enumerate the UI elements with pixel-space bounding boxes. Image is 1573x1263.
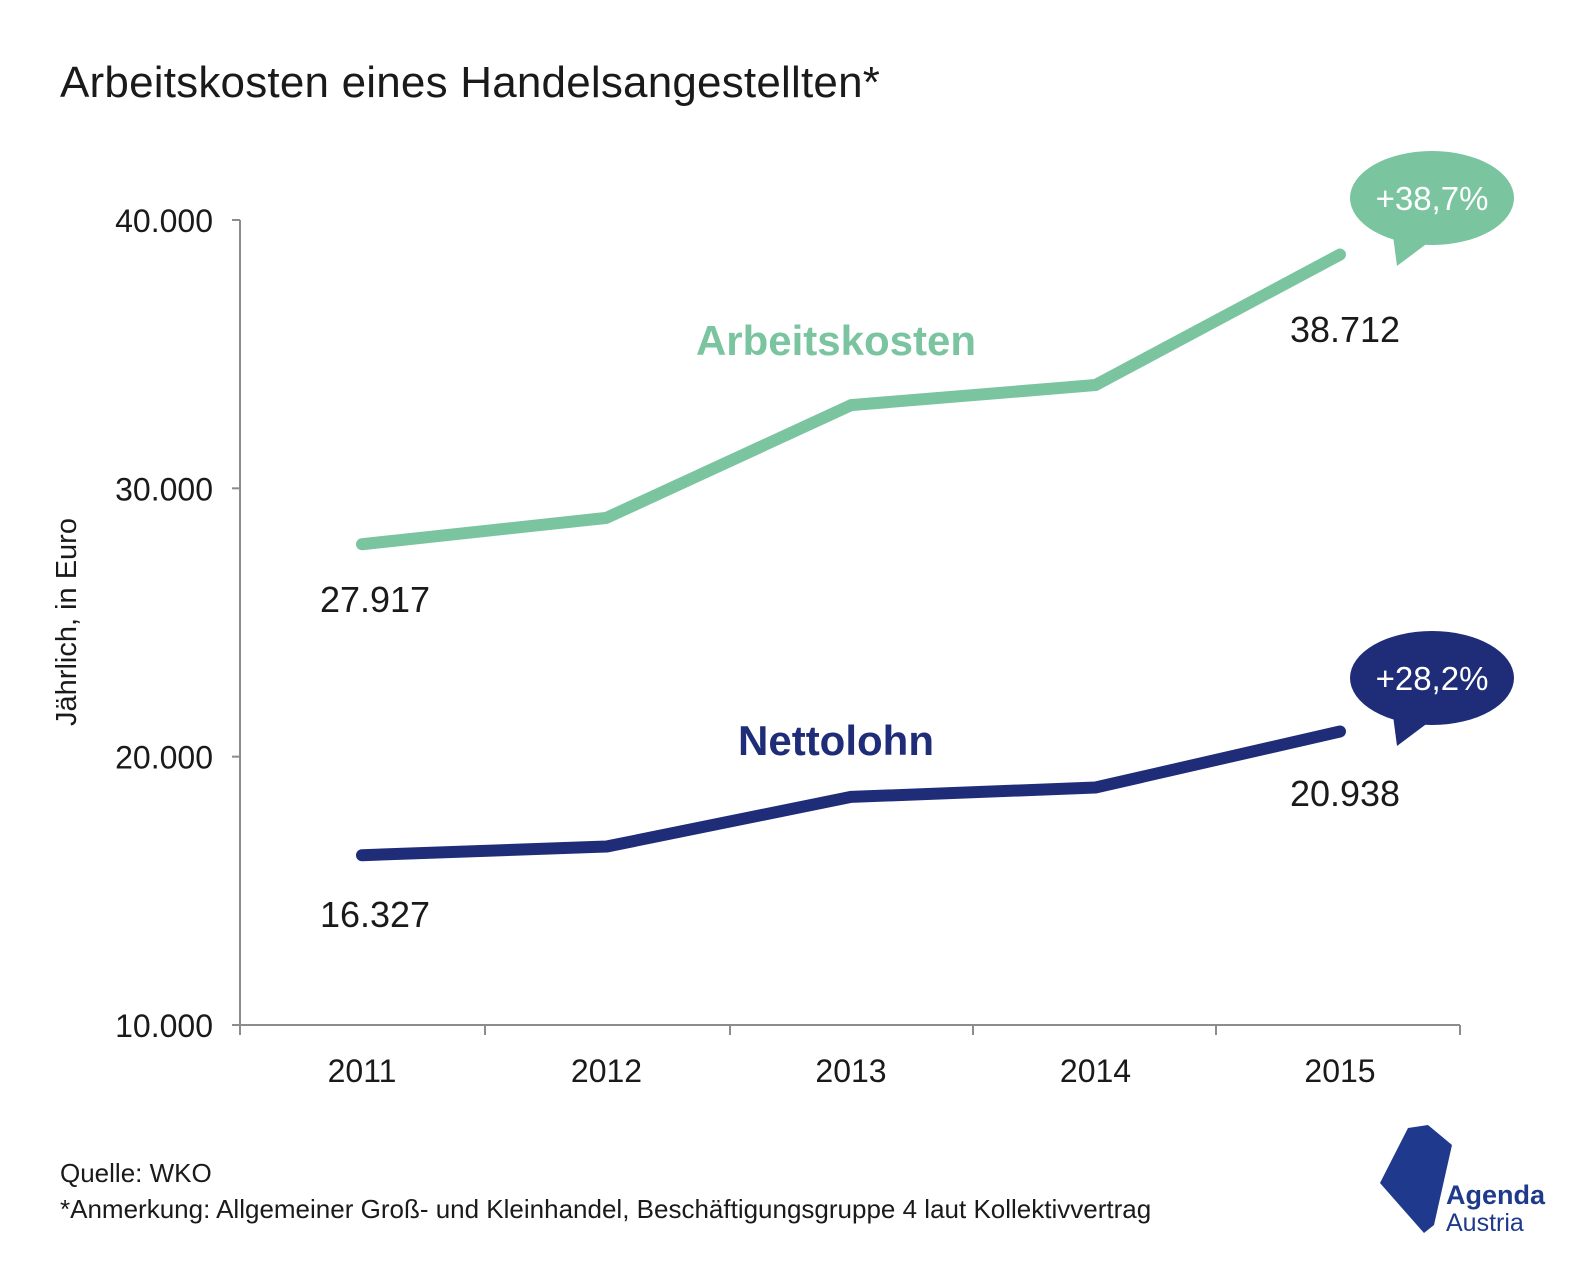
series-line-arbeitskosten (356, 248, 1346, 551)
x-tick-label: 2012 (571, 1053, 642, 1089)
logo-text-austria: Austria (1446, 1209, 1524, 1237)
y-tick-label: 30.000 (115, 471, 213, 507)
x-tick-label: 2011 (328, 1053, 397, 1089)
series-line-nettolohn (356, 725, 1346, 862)
change-bubble-tail (1392, 708, 1437, 746)
change-label: +28,2% (1376, 660, 1489, 697)
data-label-first: 27.917 (320, 579, 430, 620)
source-note: Quelle: WKO (60, 1158, 212, 1188)
logo-text-agenda: Agenda (1446, 1180, 1546, 1210)
y-tick-label: 10.000 (115, 1008, 213, 1044)
series-name-label: Nettolohn (738, 717, 934, 764)
x-tick-label: 2013 (815, 1053, 886, 1089)
y-tick-label: 40.000 (115, 203, 213, 239)
x-tick-label: 2015 (1304, 1053, 1375, 1089)
change-bubble (1350, 151, 1514, 245)
axes: 10.000 20.000 30.000 40.000 2011 2012 2013 2014… (51, 203, 1461, 1089)
change-bubble-tail (1392, 228, 1437, 266)
labels-layer: Arbeitskosten 27.917 38.712 +38,7% Nettolohn… (320, 151, 1514, 935)
x-tick-label: 2014 (1060, 1053, 1131, 1089)
series-layer (356, 248, 1346, 862)
data-label-last: 20.938 (1290, 773, 1400, 814)
series-name-label: Arbeitskosten (696, 317, 976, 364)
agenda-austria-logo-icon (1380, 1125, 1452, 1233)
data-label-first: 16.327 (320, 894, 430, 935)
change-label: +38,7% (1376, 180, 1489, 217)
y-tick-label: 20.000 (115, 740, 213, 776)
y-axis-label: Jährlich, in Euro (51, 518, 83, 726)
chart-title: Arbeitskosten eines Handelsangestellten* (60, 58, 881, 107)
change-bubble (1350, 631, 1514, 725)
data-label-last: 38.712 (1290, 309, 1400, 350)
footnote: *Anmerkung: Allgemeiner Groß- und Kleinh… (60, 1194, 1152, 1224)
